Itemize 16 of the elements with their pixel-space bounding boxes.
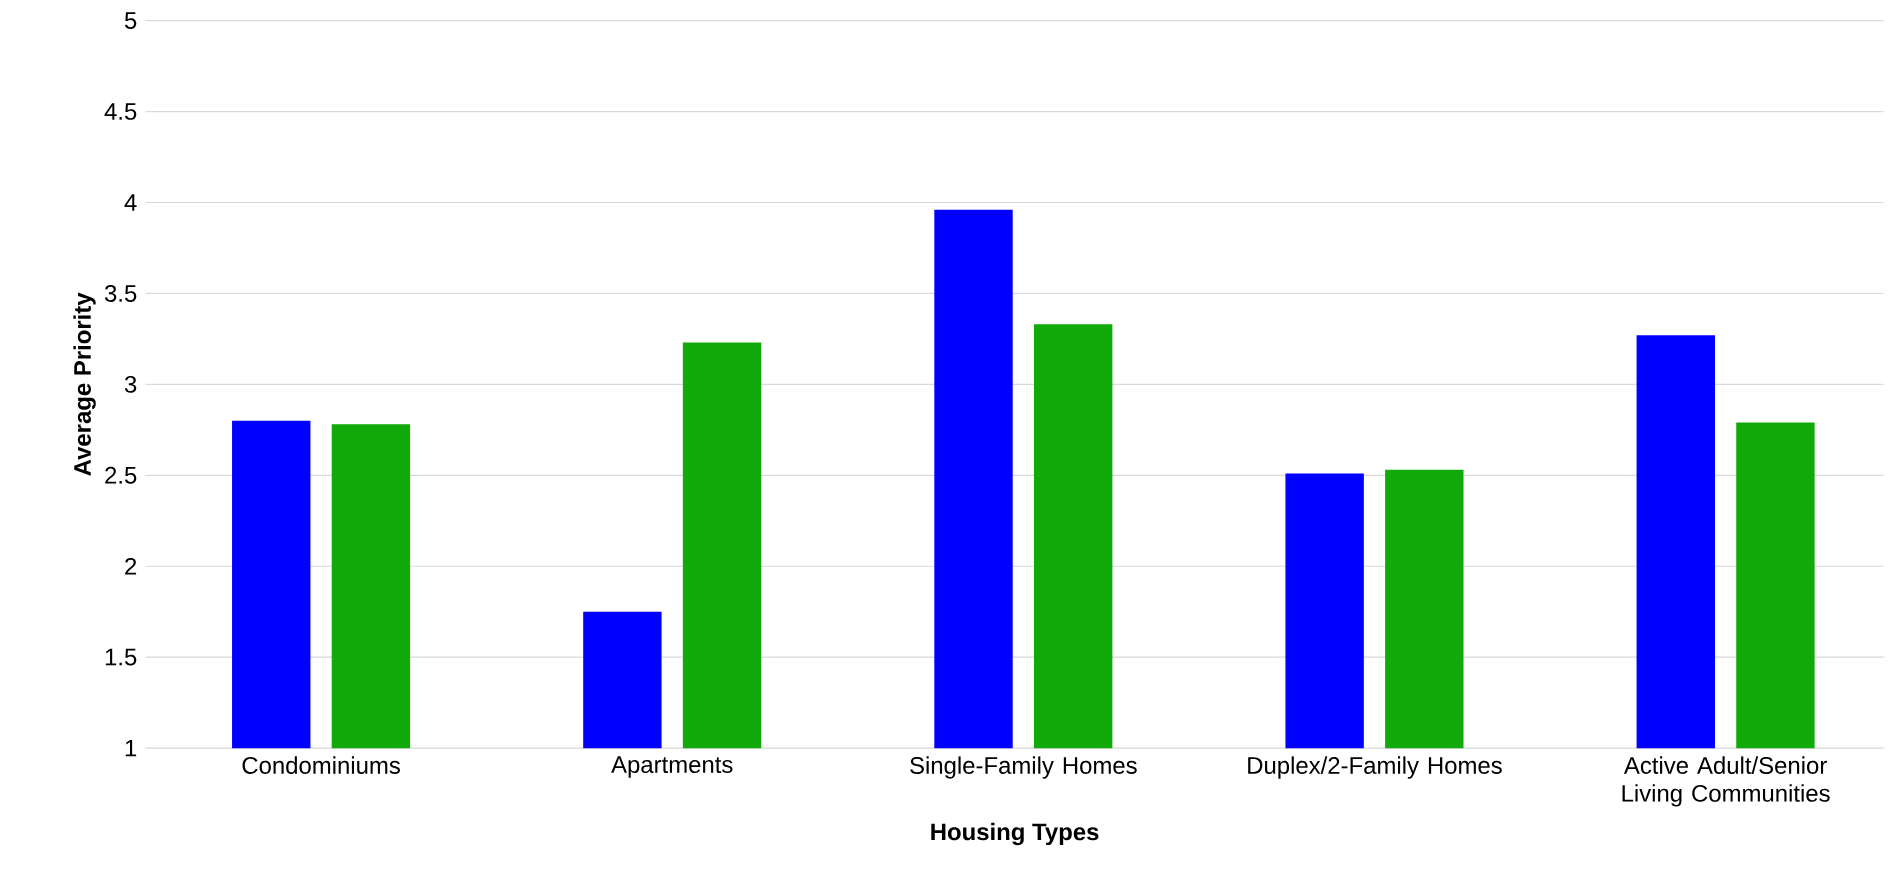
y-tick-label: 1: [125, 739, 137, 757]
y-tick-label: 1.5: [105, 648, 137, 666]
x-tick-label: Apartments: [611, 756, 733, 778]
x-tick-label: Active Adult/Senior Living Communities: [1622, 756, 1830, 807]
y-tick-label: 2.5: [105, 466, 137, 484]
x-tick-label: Duplex/2-Family Homes: [1248, 756, 1502, 779]
y-tick-label: 5: [124, 12, 137, 29]
y-tick-label: 4: [124, 194, 137, 211]
x-tick-label: Single-Family Homes: [910, 756, 1137, 779]
x-axis-title: Housing Types: [931, 822, 1099, 846]
y-axis-title: Average Priority: [73, 292, 96, 476]
y-tick-label: 4.5: [104, 103, 137, 120]
y-tick-label: 2: [125, 557, 137, 575]
y-tick-label: 3: [124, 375, 137, 393]
x-tick-label: Condominiums: [242, 756, 400, 774]
y-tick-label: 3.5: [104, 284, 137, 302]
